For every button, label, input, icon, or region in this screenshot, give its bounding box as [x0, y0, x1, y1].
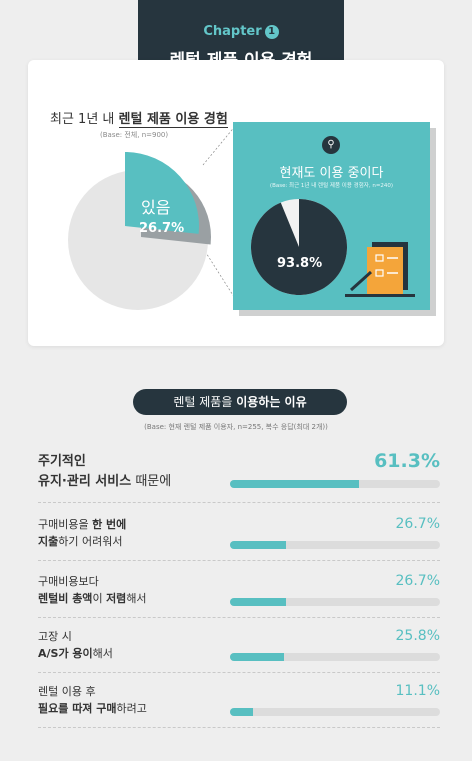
reason-label-part: 해서: [92, 647, 113, 660]
reason-bar-track: [230, 598, 440, 606]
reason-label-part: 유지·관리 서비스: [38, 474, 132, 489]
pie1-slice-yes: [125, 152, 200, 234]
section1-base: (Base: 전체, n=900): [100, 131, 169, 139]
reason-bar: [230, 653, 285, 661]
section1-title: 최근 1년 내 렌털 제품 이용 경험: [50, 112, 228, 128]
reason-value: 26.7%: [395, 573, 440, 589]
reason-label-part: 한 번에: [92, 518, 127, 531]
reason-divider: [38, 560, 440, 561]
document-check-icon: [345, 242, 415, 297]
connector-line-bottom: [202, 247, 237, 301]
reason-bar-track: [230, 653, 440, 661]
reason-label-part: 때문에: [131, 474, 172, 489]
reason-label-part: 주기적인: [38, 454, 86, 469]
section2-base: (Base: 현재 렌털 제품 이용자, n=255, 복수 응답(최대 2개)…: [144, 423, 328, 431]
reason-label-part: 지출: [38, 535, 59, 548]
reason-label-part: 하기 어려워서: [58, 535, 123, 548]
connector-line-top: [202, 124, 237, 166]
reason-value: 61.3%: [374, 450, 440, 472]
current-use-pie-chart: 93.8%: [250, 199, 415, 297]
reason-label-part: 구매비용을: [38, 518, 93, 531]
reason-bar: [230, 708, 254, 716]
reason-row: 고장 시 A/S가 용이해서 25.8%: [38, 628, 440, 670]
reason-bar-track: [230, 541, 440, 549]
reason-bar: [230, 480, 359, 488]
reason-bar: [230, 541, 287, 549]
reason-value: 26.7%: [395, 516, 440, 532]
reason-value: 11.1%: [395, 683, 440, 699]
current-use-title: 현재도 이용 중이다: [279, 166, 384, 181]
reason-label-part: 렌털 이용 후: [38, 685, 96, 698]
reason-divider: [38, 617, 440, 618]
reason-divider: [38, 672, 440, 673]
reason-divider: [38, 727, 440, 728]
reason-bar-track: [230, 708, 440, 716]
reason-value: 25.8%: [395, 628, 440, 644]
reason-label-part: 구매비용보다: [38, 575, 99, 588]
reason-label-part: 하려고: [116, 702, 147, 715]
reason-label-part: 저렴: [106, 592, 127, 605]
search-icon: ⚲: [322, 136, 340, 154]
reason-divider: [38, 502, 440, 503]
section2-title: 렌털 제품을 이용하는 이유: [133, 389, 347, 415]
current-use-panel: ⚲ 현재도 이용 중이다 (Base: 최근 1년 내 렌털 제품 이용 경험자…: [233, 122, 430, 310]
reason-label-part: 필요를 따져 구매: [38, 702, 117, 715]
experience-pie-chart: 있음 26.7%: [68, 124, 237, 310]
reason-label-part: 렌털비 총액: [38, 592, 93, 605]
reason-label-part: 해서: [126, 592, 147, 605]
pie2-value: 93.8%: [277, 256, 322, 271]
reason-bar: [230, 598, 287, 606]
reason-label-part: 고장 시: [38, 630, 72, 643]
pie1-slice-value: 26.7%: [139, 221, 184, 236]
current-use-base: (Base: 최근 1년 내 렌털 제품 이용 경험자, n=240): [269, 183, 394, 189]
pie1-slice-label: 있음: [141, 198, 170, 217]
chapter-number: 1: [264, 25, 279, 39]
chapter-label: Chapter 1: [138, 24, 344, 39]
pie2-slice-current: [250, 199, 347, 295]
reason-label: 고장 시 A/S가 용이해서: [38, 628, 113, 662]
reason-bar-track: [230, 480, 440, 488]
reason-label-part: 이: [92, 592, 107, 605]
reason-label-part: A/S가 용이: [38, 647, 93, 660]
